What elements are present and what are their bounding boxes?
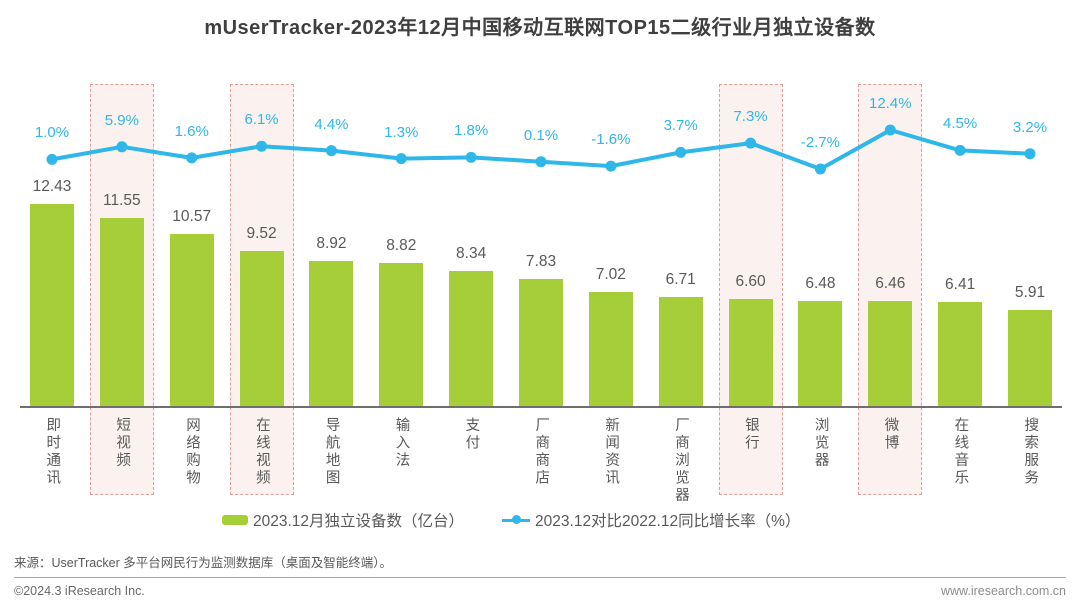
bar-value-label: 12.43 bbox=[32, 177, 72, 195]
trend-point bbox=[325, 145, 337, 157]
growth-value-label: 5.9% bbox=[104, 111, 139, 129]
legend-growth-label: 2023.12对比2022.12同比增长率（%） bbox=[535, 513, 801, 530]
legend-devices-label: 2023.12月独立设备数（亿台） bbox=[253, 513, 465, 530]
bar-value-label: 11.55 bbox=[103, 192, 141, 210]
website-text: www.iresearch.com.cn bbox=[940, 584, 1066, 598]
category-label: 搜索服务 bbox=[1022, 417, 1039, 487]
chart-area: 12.43 1.0% 即时通讯 11.55 5.9% 短视频 10.57 1.6% 网络购物 9.… bbox=[20, 84, 1062, 505]
legend-item-growth: 2023.12对比2022.12同比增长率（%） bbox=[502, 509, 800, 531]
legend: 2023.12月独立设备数（亿台） 2023.12对比2022.12同比增长率（… bbox=[222, 509, 800, 531]
category-label: 导航地图 bbox=[323, 417, 340, 487]
category-label: 厂商商店 bbox=[533, 417, 550, 487]
category-label: 浏览器 bbox=[812, 417, 829, 470]
growth-value-label: 7.3% bbox=[733, 108, 768, 126]
footer: ©2024.3 iResearch Inc. www.iresearch.com… bbox=[14, 584, 1066, 598]
bar-value-label: 8.82 bbox=[386, 236, 417, 254]
category-label: 银行 bbox=[742, 417, 759, 452]
bar-value-label: 8.34 bbox=[456, 244, 487, 262]
category-label: 网络购物 bbox=[183, 417, 200, 487]
category-label: 支付 bbox=[463, 417, 480, 452]
bar bbox=[938, 302, 983, 407]
growth-value-label: -2.7% bbox=[800, 133, 841, 151]
trend-point bbox=[535, 156, 547, 168]
growth-value-label: 6.1% bbox=[244, 111, 279, 129]
category-label: 在线视频 bbox=[253, 417, 270, 487]
category-label: 即时通讯 bbox=[44, 417, 61, 487]
category-label: 短视频 bbox=[114, 417, 131, 470]
chart-title: mUserTracker-2023年12月中国移动互联网TOP15二级行业月独立… bbox=[204, 17, 876, 39]
bar bbox=[379, 262, 424, 407]
bar bbox=[169, 234, 214, 407]
bar-series-swatch-icon bbox=[222, 515, 248, 525]
bar-value-label: 8.92 bbox=[316, 235, 347, 253]
bar bbox=[658, 297, 703, 407]
trend-point bbox=[1024, 148, 1036, 160]
trend-point bbox=[395, 153, 407, 165]
source-note: 来源：UserTracker 多平台网民行为监测数据库（桌面及智能终端）。 bbox=[14, 556, 393, 570]
category-label: 输入法 bbox=[393, 417, 410, 470]
bar bbox=[449, 270, 494, 407]
category-label: 在线音乐 bbox=[952, 417, 969, 487]
bar-value-label: 6.48 bbox=[805, 275, 836, 293]
category-label: 新闻资讯 bbox=[603, 417, 620, 487]
growth-value-label: 3.2% bbox=[1012, 118, 1048, 136]
bar bbox=[588, 292, 633, 407]
x-axis-line bbox=[20, 406, 1062, 408]
line-series-swatch-icon bbox=[502, 515, 531, 525]
bar-value-label: 6.71 bbox=[665, 271, 696, 289]
bar bbox=[1007, 310, 1052, 407]
bar bbox=[518, 278, 563, 407]
trend-point bbox=[675, 146, 687, 158]
bar bbox=[728, 299, 773, 407]
trend-point bbox=[605, 160, 617, 172]
category-label: 厂商浏览器 bbox=[672, 417, 689, 505]
bar bbox=[99, 218, 144, 407]
bar-value-label: 6.41 bbox=[945, 276, 976, 294]
bar bbox=[868, 301, 913, 407]
bar-value-label: 6.60 bbox=[735, 273, 766, 291]
copyright-text: ©2024.3 iResearch Inc. bbox=[14, 584, 145, 598]
bar-value-label: 9.52 bbox=[246, 225, 277, 243]
bar-value-label: 7.02 bbox=[595, 266, 626, 284]
trend-point bbox=[186, 152, 198, 164]
category-label: 微博 bbox=[882, 417, 899, 452]
trend-point bbox=[46, 153, 58, 165]
bar-value-label: 7.83 bbox=[525, 252, 557, 270]
growth-value-label: 12.4% bbox=[869, 94, 912, 112]
bar-value-label: 10.57 bbox=[172, 208, 212, 226]
trend-point bbox=[465, 151, 477, 163]
trend-point bbox=[814, 163, 826, 175]
bar bbox=[798, 301, 843, 407]
bar-value-label: 5.91 bbox=[1014, 284, 1046, 302]
bar-value-label: 6.46 bbox=[875, 275, 906, 293]
bar bbox=[30, 203, 74, 407]
bar bbox=[239, 251, 284, 407]
bar bbox=[309, 261, 354, 407]
trend-point bbox=[954, 144, 966, 156]
legend-item-devices: 2023.12月独立设备数（亿台） bbox=[222, 509, 464, 531]
footer-divider bbox=[14, 577, 1066, 578]
